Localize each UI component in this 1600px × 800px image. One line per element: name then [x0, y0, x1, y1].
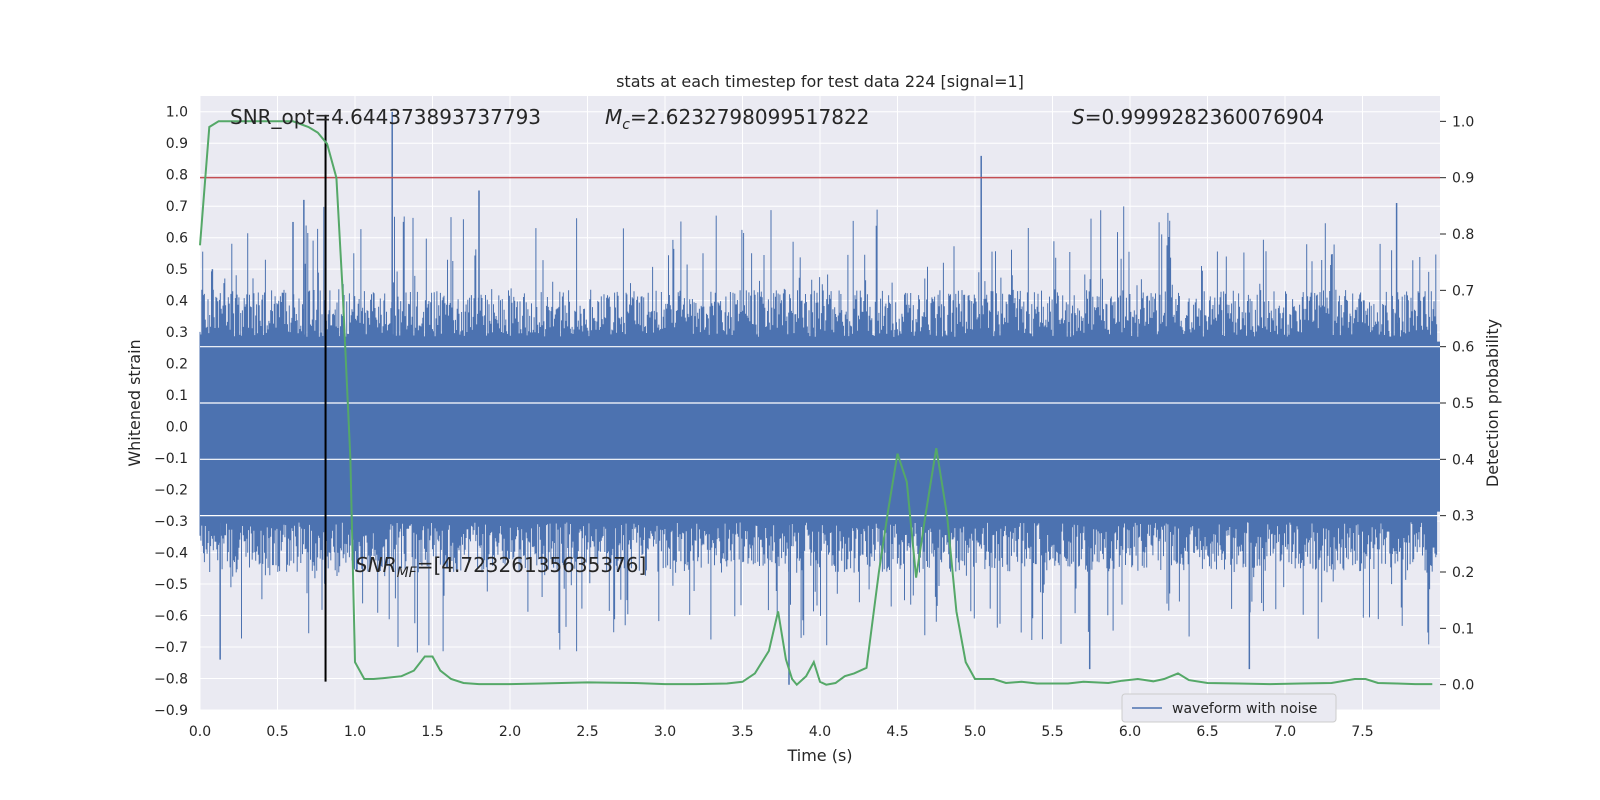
detection-probability-line: [199, 120, 1433, 687]
y-tick-label: −0.3: [154, 514, 188, 530]
y-tick-label: −0.2: [154, 483, 188, 499]
x-tick-label: 2.5: [576, 724, 598, 740]
x-axis-label: Time (s): [786, 746, 852, 765]
y-tick-label: 1.0: [166, 105, 188, 121]
y-tick-label: −0.8: [154, 672, 188, 688]
x-tick-label: 2.0: [499, 724, 521, 740]
y-tick-labels: 1.0 0.9 0.8 0.7 0.6 0.5 0.4 0.3 0.2 0.1 0.0 −0.1 −0.…: [154, 105, 188, 719]
x-tick-label: 0.5: [266, 724, 288, 740]
x-tick-label: 7.0: [1274, 724, 1296, 740]
y-tick-label: −0.9: [154, 703, 188, 719]
y-tick-label: 0.4: [166, 294, 188, 310]
y2-tick-label: 0.8: [1452, 227, 1474, 243]
y2-tick-label: 0.4: [1452, 452, 1474, 468]
x-tick-label: 5.5: [1041, 724, 1063, 740]
y-tick-label: −0.7: [154, 640, 188, 656]
y-tick-label: 0.1: [166, 388, 188, 404]
y-tick-label: 0.2: [166, 357, 188, 373]
y2-tick-label: 0.7: [1452, 283, 1474, 299]
y2-tick-label: 0.9: [1452, 171, 1474, 187]
snr-mf-symbol: SNR: [355, 553, 397, 577]
y2-tick-label: 0.0: [1452, 678, 1474, 694]
x-tick-label: 0.0: [189, 724, 211, 740]
y-tick-label: 0.0: [166, 420, 188, 436]
noise-trace: [199, 206, 1438, 653]
x-tick-label: 6.0: [1119, 724, 1141, 740]
x-tick-label: 4.5: [886, 724, 908, 740]
snr-mf-value: =[4.72326135635376]: [417, 553, 647, 577]
chirp-mass-symbol: M: [605, 105, 622, 129]
chart-title: stats at each timestep for test data 224…: [616, 72, 1024, 91]
chirp-mass-value: =2.6232798099517822: [630, 105, 869, 129]
y2-tick-label: 0.6: [1452, 340, 1474, 356]
y-tick-label: 0.5: [166, 262, 188, 278]
x-tick-label: 4.0: [809, 724, 831, 740]
y-axis-label: Whitened strain: [125, 339, 144, 466]
x-tick-label: 7.5: [1351, 724, 1373, 740]
snr-opt-annotation: SNR_opt=4.644373893737793: [230, 105, 541, 129]
waveform-with-noise-series: [199, 111, 1440, 685]
chirp-mass-subscript: c: [622, 117, 630, 133]
legend-box: [1121, 693, 1337, 723]
snr-mf-subscript: MF: [397, 565, 418, 581]
score-value: =0.9999282360076904: [1085, 105, 1324, 129]
x-tick-labels: 0.0 0.5 1.0 1.5 2.0 2.5 3.0 3.5 4.0 4.5 5.0 5.5 6.0 6…: [189, 724, 1374, 740]
legend: waveform with noise: [1121, 693, 1337, 723]
y2-tick-label: 0.2: [1452, 565, 1474, 581]
x-tick-label: 3.0: [654, 724, 676, 740]
y-tick-label: 0.8: [166, 168, 188, 184]
y2-tick-label: 1.0: [1452, 114, 1474, 130]
y2-tick-label: 0.5: [1452, 396, 1474, 412]
y2-axis-label: Detection probability: [1483, 319, 1502, 487]
detection-probability-series: [199, 120, 1433, 687]
x-tick-label: 6.5: [1196, 724, 1218, 740]
y-tick-label: −0.6: [154, 609, 188, 625]
snr-mf-annotation: SNRMF=[4.72326135635376]: [355, 553, 646, 581]
y2-tick-label: 0.1: [1452, 621, 1474, 637]
y-tick-label: 0.6: [166, 231, 188, 247]
legend-label: waveform with noise: [1172, 701, 1317, 717]
grid-overlay: [200, 346, 1440, 517]
chirp-mass-annotation: Mc=2.6232798099517822: [605, 105, 869, 133]
y-tick-label: 0.9: [166, 136, 188, 152]
x-tick-label: 1.5: [421, 724, 443, 740]
x-tick-label: 5.0: [964, 724, 986, 740]
y-tick-label: −0.4: [154, 546, 188, 562]
y-tick-label: −0.1: [154, 451, 188, 467]
x-tick-label: 3.5: [731, 724, 753, 740]
score-symbol: S: [1072, 105, 1085, 129]
y-tick-label: 0.3: [166, 325, 188, 341]
y2-tick-label: 0.3: [1452, 509, 1474, 525]
y-tick-label: 0.7: [166, 199, 188, 215]
x-tick-label: 1.0: [344, 724, 366, 740]
score-annotation: S=0.9999282360076904: [1072, 105, 1324, 129]
y2-tick-labels: 1.0 0.9 0.8 0.7 0.6 0.5 0.4 0.3 0.2 0.1 0.0: [1440, 114, 1474, 694]
y-tick-label: −0.5: [154, 577, 188, 593]
